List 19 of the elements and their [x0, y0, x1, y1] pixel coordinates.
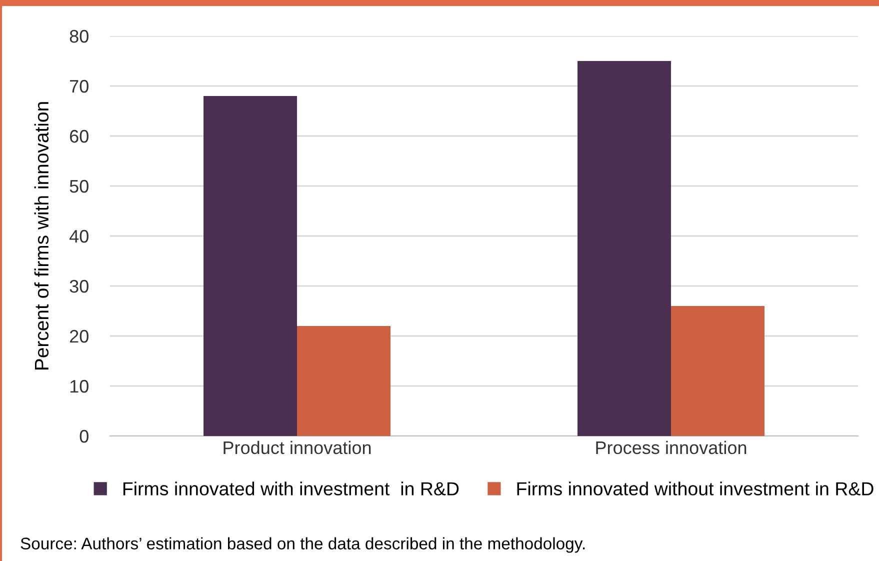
- legend-label: Firms innovated with investment in R&D: [123, 482, 459, 496]
- bar: [297, 326, 390, 436]
- y-tick-label: 0: [80, 430, 88, 443]
- legend-label: Firms innovated without investment in R&D: [517, 482, 874, 496]
- y-tick-label: 40: [70, 230, 88, 243]
- y-tick-label: 10: [70, 380, 88, 393]
- y-axis-title: Percent of firms with innovation: [34, 102, 49, 370]
- source-note: Source: Authors’ estimation based on the data described in the methodology.: [20, 537, 585, 553]
- y-tick-label: 60: [70, 130, 88, 143]
- bar: [204, 96, 297, 436]
- y-tick-label: 20: [70, 330, 88, 343]
- x-tick-label: Process innovation: [596, 440, 746, 454]
- y-tick-label: 70: [70, 80, 88, 93]
- y-tick-label: 80: [70, 30, 88, 43]
- bar: [671, 306, 764, 436]
- y-tick-label: 50: [70, 180, 88, 193]
- y-tick-label: 30: [70, 280, 88, 293]
- x-tick-label: Product innovation: [224, 440, 371, 454]
- bar: [578, 61, 671, 436]
